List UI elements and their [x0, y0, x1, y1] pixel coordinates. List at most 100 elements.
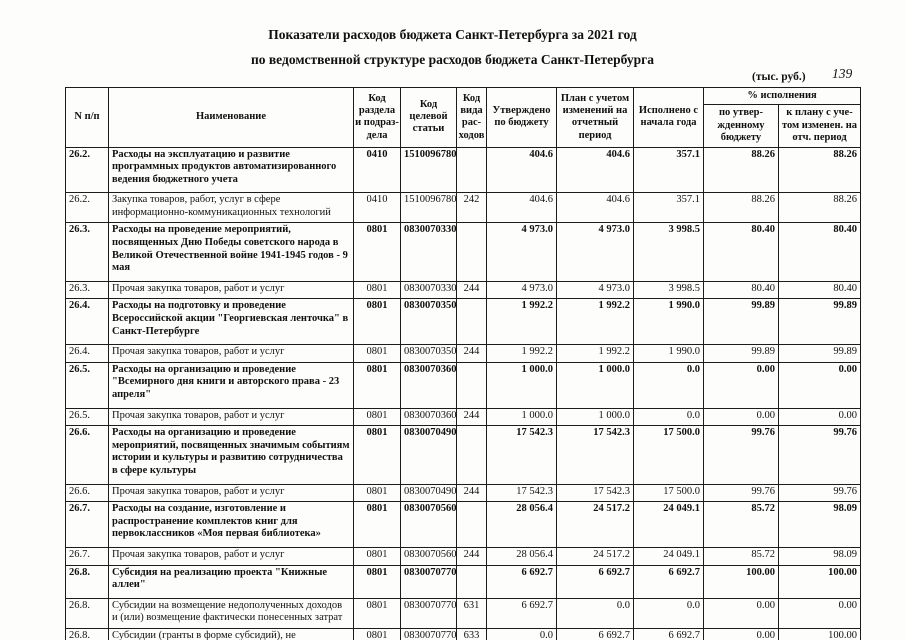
table-row: 26.7. Прочая закупка товаров, работ и ус… [65, 546, 862, 566]
row-pct-budget: 80.40 [703, 280, 779, 300]
row-pct-budget: 85.72 [703, 546, 779, 566]
row-plan: 1 992.2 [556, 298, 634, 346]
row-num: 26.2. [65, 146, 109, 194]
col-header-num: N п/п [65, 87, 109, 148]
row-name: Расходы на проведение мероприятий, посвя… [108, 222, 354, 282]
row-name: Субсидии на возмещение недополученных до… [108, 597, 354, 629]
row-name: Прочая закупка товаров, работ и услуг [108, 280, 354, 300]
row-approved: 6 692.7 [486, 564, 557, 599]
row-executed: 357.1 [633, 146, 704, 194]
table-row: 26.5. Прочая закупка товаров, работ и ус… [65, 407, 862, 427]
row-section-code: 0801 [353, 361, 401, 409]
row-executed: 6 692.7 [633, 627, 704, 640]
row-target-code: 0830070770 [400, 627, 457, 640]
row-approved: 1 000.0 [486, 407, 557, 427]
row-target-code: 1510096780 [400, 146, 457, 194]
row-num: 26.3. [65, 222, 109, 282]
row-name: Прочая закупка товаров, работ и услуг [108, 344, 354, 363]
row-target-code: 0830070490 [400, 483, 457, 503]
row-num: 26.5. [65, 361, 109, 409]
row-num: 26.2. [65, 192, 109, 224]
table-row: 26.6. Расходы на организацию и проведени… [65, 425, 862, 485]
row-name: Прочая закупка товаров, работ и услуг [108, 407, 354, 427]
row-approved: 1 992.2 [486, 344, 557, 363]
row-executed: 0.0 [633, 361, 704, 409]
units-note: (тыс. руб.) [752, 71, 806, 83]
row-executed: 17 500.0 [633, 425, 704, 485]
row-executed: 1 990.0 [633, 344, 704, 363]
row-num: 26.7. [65, 501, 109, 548]
row-approved: 4 973.0 [486, 280, 557, 300]
row-section-code: 0801 [353, 627, 401, 640]
row-target-code: 0830070770 [400, 597, 457, 629]
row-section-code: 0801 [353, 501, 401, 548]
row-target-code: 0830070350 [400, 344, 457, 363]
row-kind-code [456, 501, 487, 548]
row-name: Прочая закупка товаров, работ и услуг [108, 483, 354, 503]
row-section-code: 0801 [353, 483, 401, 503]
col-header-pct-group: % исполнения [702, 86, 862, 106]
row-pct-plan: 88.26 [777, 192, 862, 224]
row-approved: 28 056.4 [486, 501, 557, 548]
row-section-code: 0801 [353, 407, 401, 427]
row-pct-plan: 80.40 [777, 280, 862, 300]
table-row: 26.2. Расходы на эксплуатацию и развитие… [65, 146, 862, 194]
row-pct-budget: 85.72 [703, 501, 779, 548]
table-row: 26.3. Прочая закупка товаров, работ и ус… [65, 280, 862, 300]
row-plan: 24 517.2 [556, 546, 634, 566]
row-kind-code: 244 [456, 344, 487, 363]
row-section-code: 0410 [353, 146, 401, 194]
row-plan: 24 517.2 [556, 501, 634, 548]
row-num: 26.6. [65, 483, 109, 503]
row-num: 26.8. [65, 564, 109, 599]
row-executed: 17 500.0 [633, 483, 704, 503]
row-approved: 17 542.3 [486, 425, 557, 485]
row-plan: 1 000.0 [556, 361, 634, 409]
row-plan: 17 542.3 [556, 425, 634, 485]
row-kind-code: 242 [456, 192, 487, 224]
row-plan: 0.0 [556, 597, 634, 629]
row-name: Расходы на организацию и проведение меро… [108, 425, 354, 485]
row-pct-budget: 100.00 [703, 564, 779, 599]
row-target-code: 1510096780 [400, 192, 457, 224]
row-approved: 0.0 [486, 627, 557, 640]
row-kind-code: 244 [456, 483, 487, 503]
row-pct-plan: 99.76 [777, 483, 862, 503]
row-pct-budget: 0.00 [703, 627, 779, 640]
table-body: 26.2. Расходы на эксплуатацию и развитие… [65, 146, 862, 640]
row-kind-code [456, 298, 487, 346]
row-pct-budget: 0.00 [703, 407, 779, 427]
row-pct-plan: 88.26 [777, 146, 862, 194]
row-approved: 28 056.4 [486, 546, 557, 566]
row-approved: 4 973.0 [486, 222, 557, 282]
row-kind-code [456, 146, 487, 194]
row-num: 26.8. [65, 597, 109, 629]
col-header-target-code: Код целевой статьи [400, 87, 457, 148]
row-name: Прочая закупка товаров, работ и услуг [108, 546, 354, 566]
row-kind-code: 631 [456, 597, 487, 629]
document-title-line1: Показатели расходов бюджета Санкт-Петерб… [268, 27, 637, 42]
row-executed: 0.0 [633, 597, 704, 629]
row-target-code: 0830070360 [400, 361, 457, 409]
row-target-code: 0830070360 [400, 407, 457, 427]
row-plan: 1 992.2 [556, 344, 634, 363]
row-section-code: 0801 [353, 564, 401, 599]
budget-table: N п/п Наименование Код раздела и подраз-… [65, 86, 862, 640]
page-number: 139 [832, 66, 853, 81]
row-section-code: 0801 [353, 344, 401, 363]
table-row: 26.8. Субсидия на реализацию проекта "Кн… [65, 564, 862, 599]
row-num: 26.5. [65, 407, 109, 427]
row-num: 26.4. [65, 344, 109, 363]
row-approved: 404.6 [486, 192, 557, 224]
row-executed: 24 049.1 [633, 546, 704, 566]
table-row: 26.3. Расходы на проведение мероприятий,… [65, 222, 862, 282]
row-plan: 4 973.0 [556, 280, 634, 300]
document-title-line2: по ведомственной структуре расходов бюдж… [250, 51, 655, 67]
row-section-code: 0801 [353, 546, 401, 566]
row-target-code: 0830070770 [400, 564, 457, 599]
col-header-section-code: Код раздела и подраз-дела [353, 87, 401, 148]
row-pct-budget: 80.40 [703, 222, 779, 282]
row-kind-code: 244 [456, 407, 487, 427]
col-header-executed: Исполнено с начала года [633, 87, 704, 148]
